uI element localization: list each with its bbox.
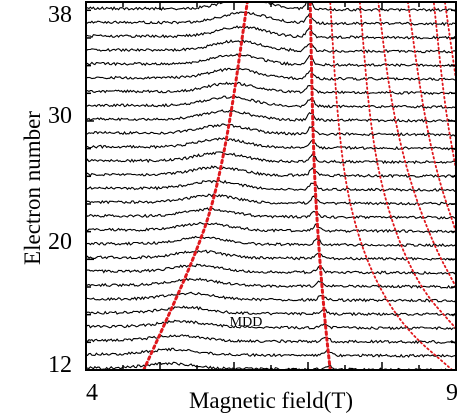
trace-n21 — [86, 235, 456, 248]
trace-n28 — [86, 137, 456, 151]
guide-line-6 — [407, 2, 456, 233]
trace-n22 — [86, 221, 456, 234]
trace-n33 — [86, 67, 456, 82]
trace-n16 — [86, 305, 456, 317]
trace-n15 — [86, 319, 456, 331]
trace-n36 — [86, 25, 456, 40]
trace-n34 — [86, 53, 456, 68]
trace-n14 — [86, 334, 456, 344]
guide-line-1 — [142, 2, 249, 370]
mdd-annotation: MDD — [230, 315, 263, 330]
trace-n23 — [86, 207, 456, 220]
trace-n37 — [86, 11, 456, 27]
y-tick-label-12: 12 — [48, 352, 72, 378]
y-tick-label-30: 30 — [48, 103, 72, 129]
trace-n13 — [86, 347, 456, 358]
guide-line-5 — [377, 2, 456, 288]
x-tick-label-9: 9 — [446, 380, 458, 406]
trace-n29 — [86, 123, 456, 137]
trace-n20 — [86, 249, 456, 261]
trace-n18 — [86, 277, 456, 289]
guide-line-3 — [329, 2, 454, 370]
y-tick-label-20: 20 — [48, 229, 72, 255]
trace-n26 — [86, 165, 456, 179]
y-axis-title: Electron number — [20, 111, 45, 265]
trace-n19 — [86, 263, 456, 275]
y-tick-label-38: 38 — [48, 2, 72, 28]
trace-n24 — [86, 193, 456, 206]
guide-line-group — [142, 2, 456, 370]
trace-n30 — [86, 109, 456, 123]
trace-n32 — [86, 81, 456, 96]
trace-n27 — [86, 151, 456, 165]
guide-line-4 — [358, 2, 456, 330]
trace-n25 — [86, 179, 456, 192]
x-axis-title: Magnetic field(T) — [189, 388, 353, 413]
tick-mark-group — [85, 2, 457, 371]
trace-n17 — [86, 291, 456, 303]
guide-line-2 — [308, 2, 332, 370]
trace-n31 — [86, 95, 456, 109]
trace-group — [86, 2, 456, 370]
trace-n35 — [86, 39, 456, 54]
x-tick-label-4: 4 — [86, 380, 98, 406]
